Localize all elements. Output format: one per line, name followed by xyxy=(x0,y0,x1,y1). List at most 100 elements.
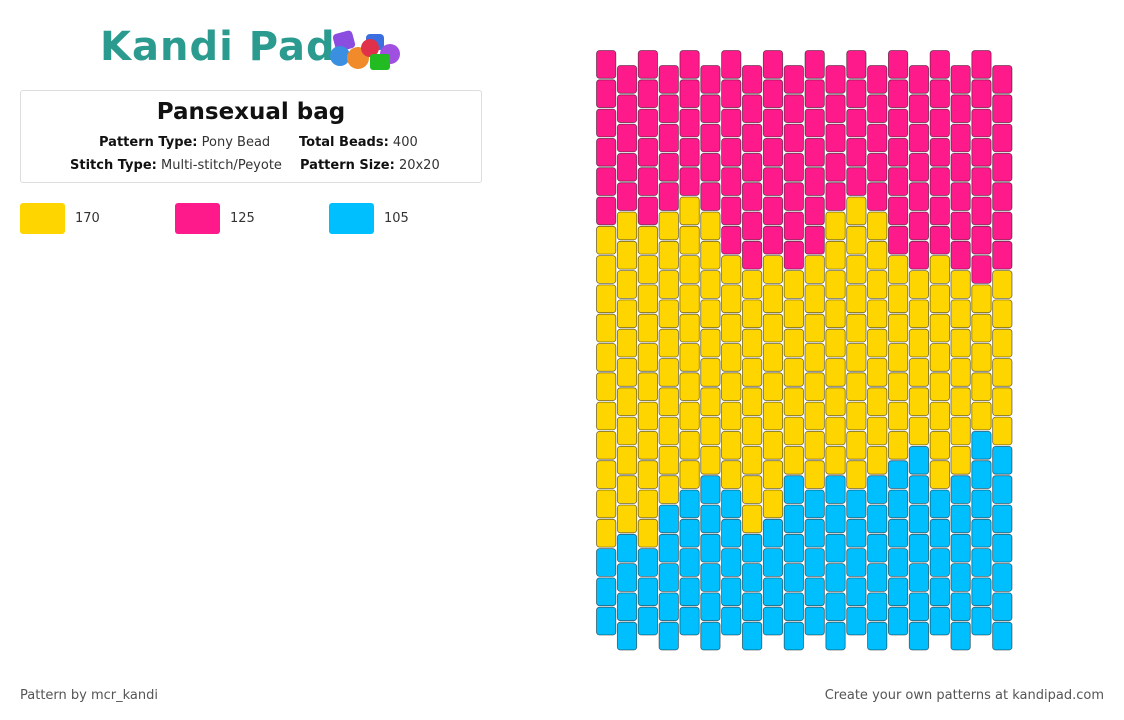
bead xyxy=(971,518,992,548)
detail-label: Pattern Type: xyxy=(99,135,198,150)
bead xyxy=(616,299,638,329)
bead xyxy=(971,137,992,167)
footer-link[interactable]: Create your own patterns at kandipad.com xyxy=(824,688,1104,703)
bead xyxy=(825,299,846,329)
bead xyxy=(616,358,638,387)
bead xyxy=(721,196,742,226)
bead xyxy=(846,313,867,343)
bead xyxy=(596,401,617,431)
bead xyxy=(804,225,825,255)
bead xyxy=(950,299,971,329)
bead xyxy=(846,343,867,372)
bead xyxy=(971,401,992,431)
bead xyxy=(596,196,617,226)
bead xyxy=(700,621,721,651)
bead xyxy=(637,430,658,460)
bead xyxy=(971,50,992,79)
bead xyxy=(658,240,679,270)
bead xyxy=(929,606,950,636)
bead xyxy=(888,518,909,548)
bead xyxy=(783,504,804,534)
bead xyxy=(950,563,971,592)
bead xyxy=(846,79,867,109)
bead xyxy=(867,328,888,358)
bead xyxy=(742,94,763,124)
bead xyxy=(700,475,721,504)
bead xyxy=(762,518,784,548)
bead xyxy=(950,387,971,416)
bead xyxy=(888,225,909,255)
logo[interactable]: Kandi Pad xyxy=(100,24,336,70)
bead xyxy=(804,460,825,489)
bead xyxy=(825,94,846,124)
bead xyxy=(700,152,721,182)
bead xyxy=(721,50,742,79)
bead xyxy=(992,270,1013,299)
bead xyxy=(888,79,909,109)
bead xyxy=(846,577,867,607)
bead xyxy=(867,358,888,387)
bead xyxy=(721,606,742,636)
bead xyxy=(721,343,742,372)
bead xyxy=(637,460,658,489)
bead xyxy=(596,430,617,460)
bead xyxy=(658,445,679,475)
bead xyxy=(867,182,888,211)
bead xyxy=(596,137,617,167)
bead xyxy=(846,108,867,138)
bead xyxy=(908,240,930,270)
bead xyxy=(783,270,804,299)
bead xyxy=(637,343,658,372)
bead xyxy=(971,196,992,226)
bead xyxy=(783,592,804,622)
bead xyxy=(700,65,721,94)
bead xyxy=(616,592,638,622)
bead xyxy=(992,621,1013,651)
bead xyxy=(762,548,784,577)
bead xyxy=(992,240,1013,270)
bead xyxy=(596,577,617,607)
bead xyxy=(658,621,679,651)
bead xyxy=(596,343,617,372)
bead xyxy=(637,137,658,167)
bead xyxy=(846,284,867,314)
bead xyxy=(825,387,846,416)
bead xyxy=(762,196,784,226)
bead xyxy=(825,563,846,592)
bead xyxy=(992,65,1013,94)
bead xyxy=(992,182,1013,211)
bead xyxy=(658,152,679,182)
bead xyxy=(929,284,950,314)
bead xyxy=(742,123,763,153)
bead xyxy=(929,401,950,431)
bead xyxy=(679,167,700,196)
bead xyxy=(971,343,992,372)
bead xyxy=(908,592,930,622)
bead xyxy=(679,313,700,343)
bead xyxy=(742,387,763,416)
bead xyxy=(992,94,1013,124)
bead xyxy=(596,372,617,401)
bead xyxy=(679,430,700,460)
detail: Pattern Size: 20x20 xyxy=(300,158,440,173)
bead xyxy=(762,50,784,79)
bead xyxy=(929,460,950,489)
bead xyxy=(721,225,742,255)
bead xyxy=(637,548,658,577)
bead xyxy=(846,460,867,489)
bead xyxy=(971,313,992,343)
bead xyxy=(783,445,804,475)
bead xyxy=(908,65,930,94)
bead xyxy=(971,489,992,519)
bead xyxy=(950,533,971,563)
bead xyxy=(971,79,992,109)
bead xyxy=(783,211,804,241)
bead xyxy=(971,255,992,284)
bead xyxy=(679,577,700,607)
pattern-title: Pansexual bag xyxy=(156,99,346,125)
bead xyxy=(950,445,971,475)
bead xyxy=(742,240,763,270)
bead xyxy=(742,533,763,563)
bead xyxy=(867,533,888,563)
